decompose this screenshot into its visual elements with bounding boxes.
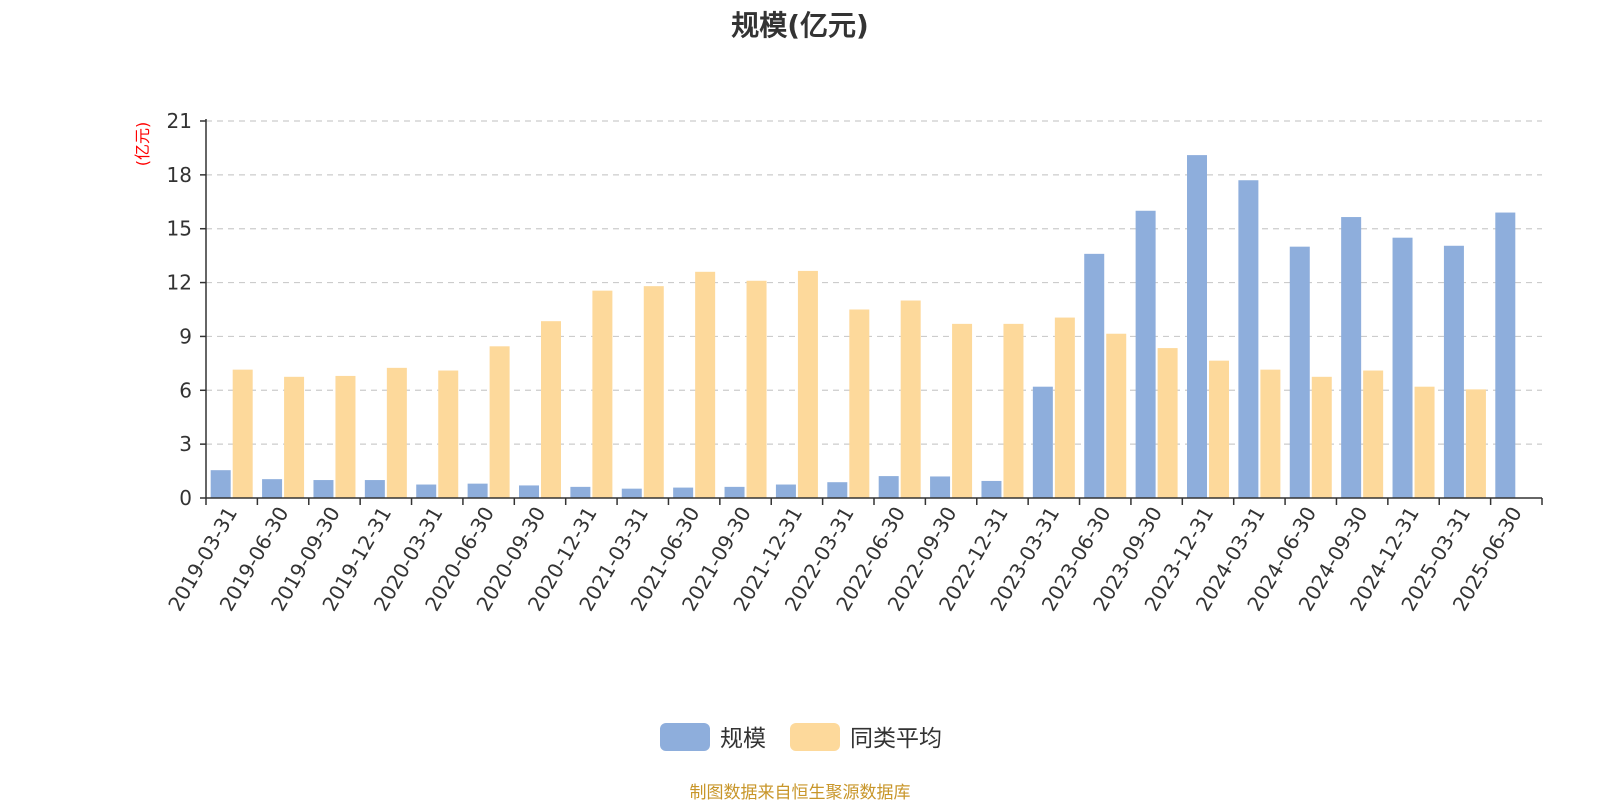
bar-tonglei-2022-03-31: [849, 309, 870, 498]
y-tick-label: 12: [167, 271, 192, 295]
bar-tonglei-2024-06-30: [1311, 376, 1332, 498]
bar-tonglei-2024-09-30: [1363, 370, 1384, 498]
bar-guimo-2020-12-31: [570, 486, 591, 498]
legend-label-0: 规模: [720, 726, 766, 752]
bar-tonglei-2019-03-31: [232, 369, 253, 498]
bar-tonglei-2020-09-30: [541, 321, 561, 498]
chart-title: 规模(亿元): [731, 9, 869, 42]
bar-guimo-2024-12-31: [1392, 237, 1413, 498]
bar-tonglei-2019-06-30: [284, 376, 305, 498]
bar-guimo-2023-06-30: [1084, 253, 1105, 498]
legend: 规模 同类平均: [660, 723, 942, 752]
bar-tonglei-2021-06-30: [695, 271, 716, 498]
bar-tonglei-2021-09-30: [746, 280, 767, 498]
y-tick-labels: 0 3 6 9 12 15 18 21: [167, 109, 192, 510]
bar-tonglei-2020-06-30: [489, 346, 510, 498]
bar-guimo-2021-06-30: [673, 487, 694, 498]
bar-guimo-2022-03-31: [827, 482, 848, 498]
bar-tonglei-2024-03-31: [1260, 369, 1281, 498]
bar-guimo-2019-06-30: [262, 479, 283, 498]
bar-tonglei-2022-06-30: [900, 300, 921, 498]
bar-guimo-2022-09-30: [930, 476, 951, 498]
data-source-note: 制图数据来自恒生聚源数据库: [689, 783, 911, 803]
bar-guimo-2020-03-31: [416, 484, 437, 498]
bar-guimo-2019-03-31: [210, 470, 231, 498]
bar-guimo-2023-12-31: [1187, 155, 1207, 498]
legend-swatch-1: [790, 723, 840, 751]
bar-tonglei-2022-12-31: [1003, 323, 1024, 498]
bar-guimo-2025-06-30: [1495, 212, 1516, 499]
bar-guimo-2024-06-30: [1289, 246, 1310, 498]
bar-guimo-2022-06-30: [878, 476, 899, 498]
bar-guimo-2022-12-31: [981, 480, 1002, 498]
bar-guimo-2021-12-31: [775, 484, 796, 498]
bar-tonglei-2025-03-31: [1465, 389, 1486, 498]
y-tick-label: 18: [167, 163, 192, 187]
bar-tonglei-2023-09-30: [1157, 348, 1178, 498]
legend-swatch-0: [660, 723, 710, 751]
bar-tonglei-2023-06-30: [1106, 333, 1127, 498]
bar-tonglei-2021-12-31: [797, 270, 818, 498]
bar-guimo-2023-09-30: [1135, 210, 1156, 498]
bar-guimo-2023-03-31: [1032, 386, 1053, 498]
bar-tonglei-2023-12-31: [1209, 360, 1229, 498]
bar-guimo-2024-03-31: [1238, 180, 1259, 498]
bar-guimo-2020-09-30: [519, 485, 539, 498]
bars: [210, 155, 1516, 499]
x-tick-labels: 2019-03-312019-06-302019-09-302019-12-31…: [163, 502, 1527, 615]
bar-tonglei-2023-03-31: [1054, 317, 1075, 498]
bar-guimo-2021-09-30: [724, 486, 745, 498]
bar-guimo-2021-03-31: [621, 488, 642, 498]
bar-tonglei-2024-12-31: [1414, 386, 1435, 498]
bar-tonglei-2019-09-30: [335, 375, 356, 498]
y-tick-label: 9: [179, 324, 192, 348]
y-axis-unit-label: (亿元): [133, 122, 152, 167]
bar-guimo-2024-09-30: [1341, 217, 1362, 499]
y-tick-label: 21: [167, 109, 192, 133]
legend-label-1: 同类平均: [850, 726, 942, 752]
bar-tonglei-2020-03-31: [438, 370, 459, 498]
bar-guimo-2020-06-30: [467, 483, 488, 498]
bar-guimo-2019-09-30: [313, 480, 334, 498]
bar-guimo-2025-03-31: [1443, 245, 1464, 498]
bar-tonglei-2021-03-31: [643, 286, 664, 498]
y-tick-label: 15: [167, 217, 192, 241]
bar-guimo-2019-12-31: [364, 480, 385, 498]
y-tick-label: 0: [179, 486, 192, 510]
bar-tonglei-2022-09-30: [952, 323, 973, 498]
bar-tonglei-2020-12-31: [592, 290, 613, 498]
bar-tonglei-2019-12-31: [386, 367, 407, 498]
axes: [200, 119, 1543, 505]
y-tick-label: 3: [179, 432, 192, 456]
y-tick-label: 6: [179, 378, 192, 402]
